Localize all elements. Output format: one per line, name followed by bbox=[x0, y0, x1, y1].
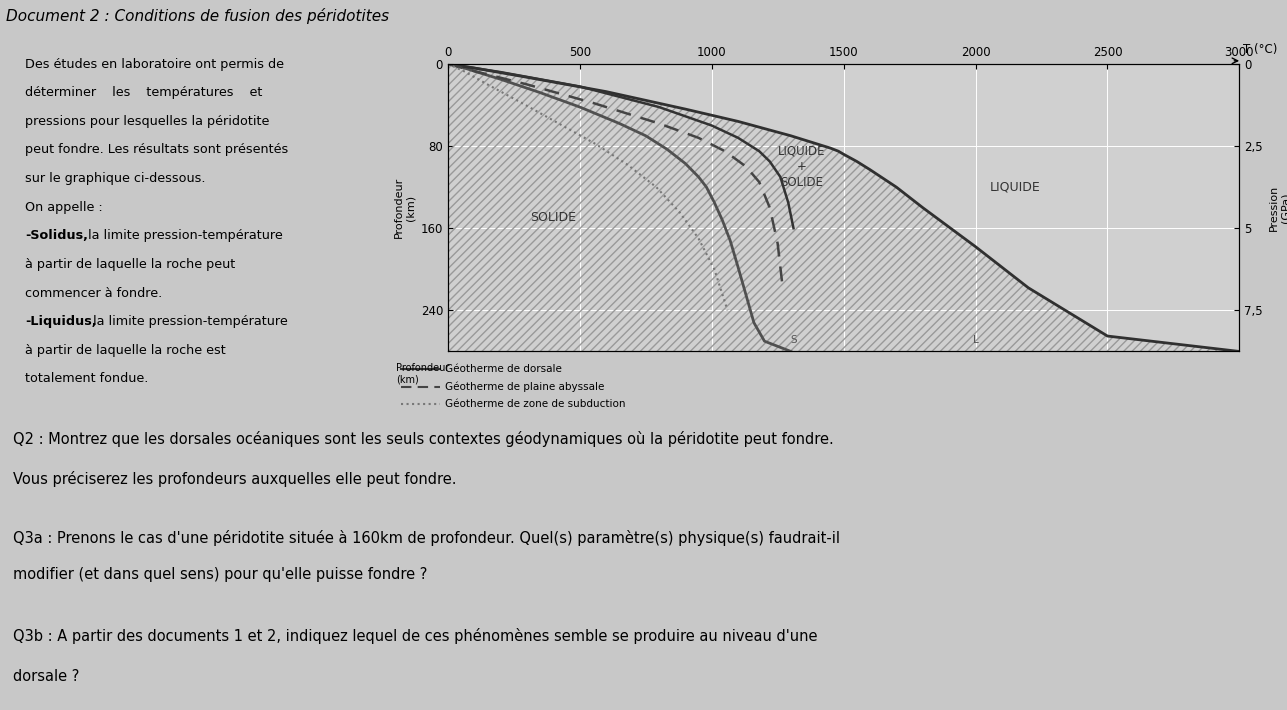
Text: peut fondre. Les résultats sont présentés: peut fondre. Les résultats sont présenté… bbox=[26, 143, 288, 156]
Text: Q3b : A partir des documents 1 et 2, indiquez lequel de ces phénomènes semble se: Q3b : A partir des documents 1 et 2, ind… bbox=[13, 628, 817, 645]
Text: à partir de laquelle la roche est: à partir de laquelle la roche est bbox=[26, 344, 227, 357]
Text: S: S bbox=[790, 335, 797, 345]
Text: -Solidus,: -Solidus, bbox=[26, 229, 89, 242]
Text: dorsale ?: dorsale ? bbox=[13, 670, 80, 684]
Text: On appelle :: On appelle : bbox=[26, 201, 103, 214]
Text: totalement fondue.: totalement fondue. bbox=[26, 373, 149, 386]
Text: la limite pression-température: la limite pression-température bbox=[89, 315, 287, 328]
Text: sur le graphique ci-dessous.: sur le graphique ci-dessous. bbox=[26, 172, 206, 185]
Text: L: L bbox=[973, 335, 978, 345]
Text: déterminer    les    températures    et: déterminer les températures et bbox=[26, 86, 263, 99]
Text: pressions pour lesquelles la péridotite: pressions pour lesquelles la péridotite bbox=[26, 115, 270, 128]
Text: SOLIDE: SOLIDE bbox=[530, 212, 577, 224]
Text: la limite pression-température: la limite pression-température bbox=[85, 229, 283, 242]
Text: commencer à fondre.: commencer à fondre. bbox=[26, 287, 162, 300]
Text: à partir de laquelle la roche peut: à partir de laquelle la roche peut bbox=[26, 258, 236, 271]
Text: modifier (et dans quel sens) pour qu'elle puisse fondre ?: modifier (et dans quel sens) pour qu'ell… bbox=[13, 567, 427, 582]
Text: Vous préciserez les profondeurs auxquelles elle peut fondre.: Vous préciserez les profondeurs auxquell… bbox=[13, 471, 457, 487]
Text: Document 2 : Conditions de fusion des péridotites: Document 2 : Conditions de fusion des pé… bbox=[6, 8, 390, 23]
Y-axis label: Pression
(GPa): Pression (GPa) bbox=[1269, 185, 1287, 231]
Text: Profondeur
(km): Profondeur (km) bbox=[396, 363, 449, 385]
Text: Géotherme de zone de subduction: Géotherme de zone de subduction bbox=[445, 399, 625, 409]
Text: Géotherme de dorsale: Géotherme de dorsale bbox=[445, 364, 561, 374]
Text: -Liquidus,: -Liquidus, bbox=[26, 315, 97, 328]
Text: LIQUIDE: LIQUIDE bbox=[990, 180, 1040, 194]
Text: Q3a : Prenons le cas d'une péridotite située à 160km de profondeur. Quel(s) para: Q3a : Prenons le cas d'une péridotite si… bbox=[13, 530, 840, 545]
Text: LIQUIDE
+
SOLIDE: LIQUIDE + SOLIDE bbox=[777, 144, 825, 189]
Y-axis label: Profondeur
(km): Profondeur (km) bbox=[394, 177, 416, 239]
Text: T (°C): T (°C) bbox=[1243, 43, 1278, 55]
Text: Géotherme de plaine abyssale: Géotherme de plaine abyssale bbox=[445, 381, 605, 392]
Text: Des études en laboratoire ont permis de: Des études en laboratoire ont permis de bbox=[26, 58, 284, 70]
Text: Q2 : Montrez que les dorsales océaniques sont les seuls contextes géodynamiques : Q2 : Montrez que les dorsales océaniques… bbox=[13, 430, 834, 447]
